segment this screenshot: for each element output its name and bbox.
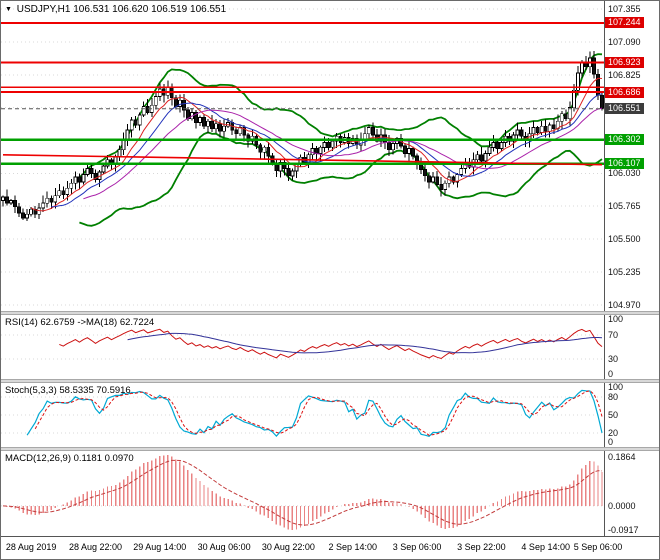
indicator-axis-tick: 20 [608,428,619,438]
panel-separator[interactable] [1,447,659,451]
trendline [2,154,603,166]
time-axis-tick: 29 Aug 14:00 [133,542,187,552]
panel-separator[interactable] [1,311,659,315]
price-axis[interactable]: 107.355107.090106.825106.560106.295106.0… [604,1,659,311]
time-axis-tick: 2 Sep 14:00 [328,542,378,552]
indicator-axis-tick: 100 [608,383,624,392]
stochastic-axis[interactable]: 100 80 50 20 0 [604,383,659,447]
price-axis-tick: 105.765 [608,201,641,212]
symbol-timeframe: USDJPY,H1 [16,4,71,15]
indicator-axis-tick: 70 [608,330,619,340]
time-axis-tick: 28 Aug 22:00 [68,542,122,552]
time-axis[interactable]: 28 Aug 2019 28 Aug 22:00 29 Aug 14:00 30 Au… [1,536,659,559]
price-axis-tick: 105.235 [608,266,641,277]
osc-level-lines [1,396,604,434]
price-level-label: 106.302 [605,134,644,146]
indicator-axis-tick: 80 [608,392,619,402]
time-axis-tick: 28 Aug 2019 [5,542,57,552]
price-axis-tick: 105.500 [608,234,641,245]
time-axis-tick: 3 Sep 06:00 [392,542,442,552]
macd-histogram [6,454,603,531]
price-level-label: 106.551 [605,103,644,115]
rsi-plot[interactable] [1,315,604,379]
bollinger-bands [78,53,603,227]
panel-separator[interactable] [1,379,659,383]
time-axis-tick: 4 Sep 14:00 [521,542,570,552]
macd-panel: 0.1864 0.0000 -0.0917 MACD(12,26,9) 0.1181… [1,451,659,536]
moving-averages [30,77,603,212]
price-level-label: 106.107 [605,158,644,170]
price-level-label: 106.686 [605,86,644,98]
indicator-axis-tick: 0 [608,369,614,379]
main-chart-panel: 107.355107.090106.825106.560106.295106.0… [1,1,659,311]
symbol-marker-icon: ▼ [5,6,12,13]
price-axis-tick: 104.970 [608,299,641,310]
time-axis-tick: 30 Aug 22:00 [261,542,315,552]
rsi-label: RSI(14) 62.6759 ->MA(18) 62.7224 [5,317,155,328]
indicator-axis-tick: -0.0917 [608,524,639,535]
time-axis-tick: 30 Aug 06:00 [197,542,251,552]
price-axis-tick: 106.030 [608,168,641,179]
stochastic-label: Stoch(5,3,3) 58.5335 70.5916 [5,385,131,396]
indicator-axis-tick: 50 [608,410,619,420]
macd-plot[interactable] [1,451,604,536]
indicator-axis-tick: 0 [608,437,614,447]
ohlc-readout: 106.531 106.620 106.519 106.551 [73,4,227,15]
time-axis-tick: 3 Sep 22:00 [457,542,506,552]
price-level-label: 106.923 [605,57,644,69]
macd-axis[interactable]: 0.1864 0.0000 -0.0917 [604,451,659,536]
time-axis-tick: 5 Sep 06:00 [573,542,623,552]
rsi-panel: 100 70 30 0 RSI(14) 62.6759 ->MA(18) 62.722… [1,315,659,379]
price-axis-tick: 107.355 [608,4,641,15]
indicator-axis-tick: 0.1864 [608,452,636,463]
price-axis-tick: 106.825 [608,69,641,80]
indicator-axis-tick: 0.0000 [608,500,636,511]
chart-header: ▼ USDJPY,H1 106.531 106.620 106.519 106.… [5,4,226,15]
price-level-label: 107.244 [605,17,644,29]
stochastic-panel: 100 80 50 20 0 Stoch(5,3,3) 58.5335 70.5916 [1,383,659,447]
price-axis-tick: 107.090 [608,36,641,47]
osc-level-lines [1,334,604,360]
price-chart-plot[interactable] [1,1,604,311]
stochastic-plot[interactable] [1,383,604,447]
rsi-axis[interactable]: 100 70 30 0 [604,315,659,379]
indicator-axis-tick: 100 [608,315,624,324]
macd-label: MACD(12,26,9) 0.1181 0.0970 [5,453,134,464]
indicator-axis-tick: 30 [608,354,619,364]
